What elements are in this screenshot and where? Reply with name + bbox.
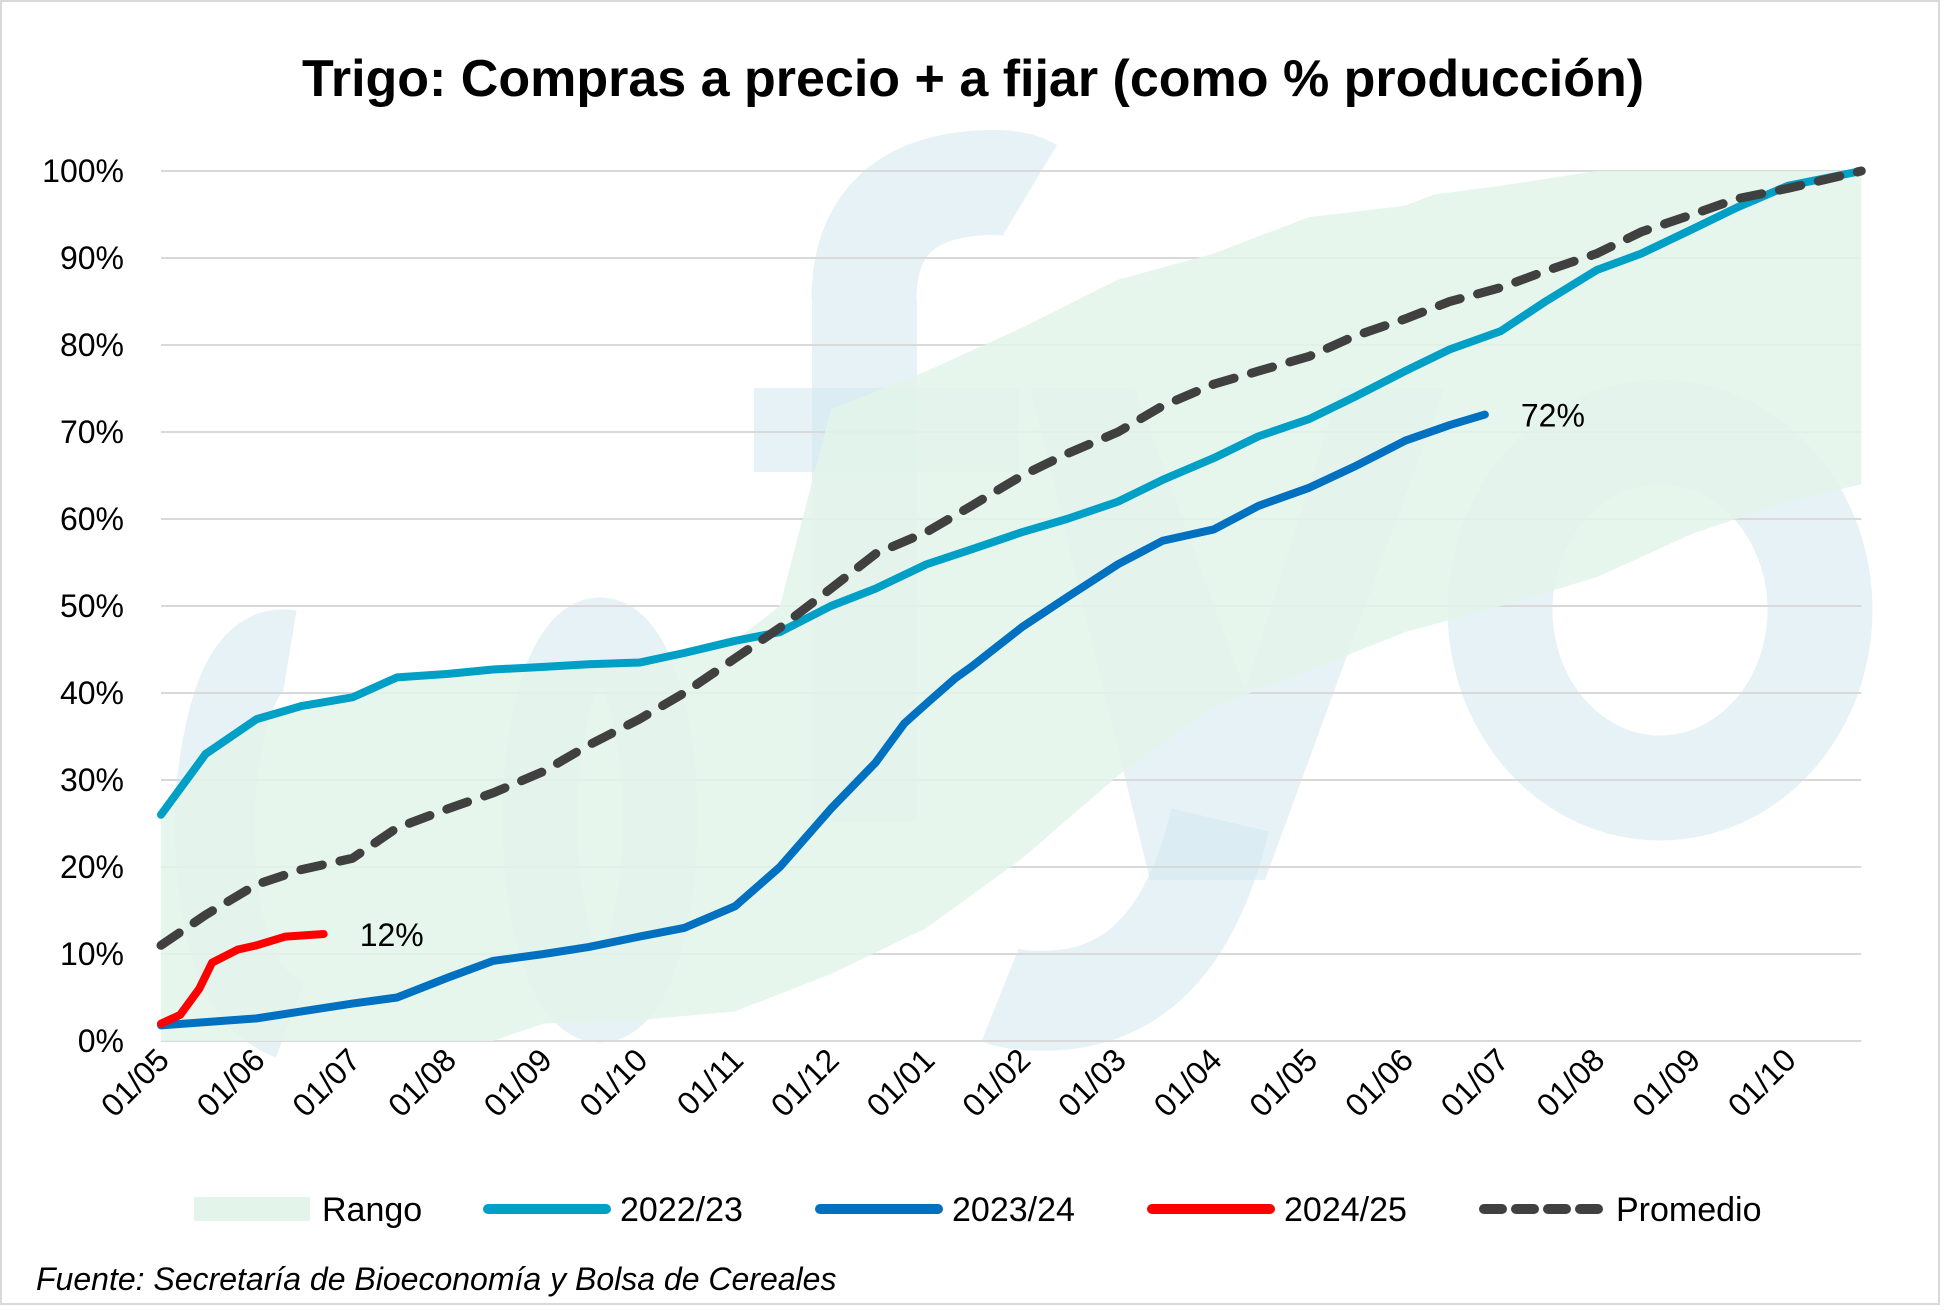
x-tick-label: 01/07	[1434, 1041, 1516, 1123]
x-tick-label: 01/03	[1051, 1041, 1133, 1123]
chart-title: Trigo: Compras a precio + a fijar (como …	[302, 50, 1644, 108]
y-tick-label: 0%	[78, 1023, 124, 1059]
y-tick-label: 90%	[60, 240, 124, 276]
x-tick-label: 01/05	[1242, 1041, 1324, 1123]
x-tick-label: 01/09	[477, 1041, 559, 1123]
range-band	[161, 171, 1862, 1041]
x-tick-label: 01/12	[764, 1041, 846, 1123]
series-line-2023-24	[157, 410, 1489, 1030]
x-tick-label: 01/02	[955, 1041, 1037, 1123]
legend-swatch-rango	[194, 1197, 310, 1221]
x-tick-label: 01/07	[285, 1041, 367, 1123]
y-tick-label: 30%	[60, 762, 124, 798]
x-axis-ticks: 01/05 01/06 01/07 01/08 01/09 01/10 01/11 01/12…	[94, 1041, 1803, 1123]
x-tick-label: 01/06	[190, 1041, 272, 1123]
source-note: Fuente: Secretaría de Bioeconomía y Bols…	[36, 1261, 836, 1297]
x-tick-label: 01/01	[859, 1041, 941, 1123]
y-tick-label: 40%	[60, 675, 124, 711]
x-tick-label: 01/10	[1721, 1041, 1803, 1123]
series-line-promedio	[156, 166, 1866, 950]
series-line-2024-25	[157, 929, 328, 1028]
y-tick-label: 20%	[60, 849, 124, 885]
legend-label: 2024/25	[1284, 1191, 1407, 1229]
data-label: 12%	[360, 917, 424, 953]
legend-label: Promedio	[1616, 1191, 1762, 1229]
x-tick-label: 01/09	[1625, 1041, 1707, 1123]
series-line-2022-23	[157, 167, 1866, 819]
y-tick-label: 100%	[42, 153, 124, 189]
x-tick-label: 01/06	[1338, 1041, 1420, 1123]
legend: Rango 2022/23 2023/24 2024/25 Promedio	[194, 1191, 1762, 1229]
x-tick-label: 01/04	[1147, 1041, 1229, 1123]
x-tick-label: 01/11	[670, 1041, 750, 1121]
legend-label: Rango	[322, 1191, 422, 1229]
y-tick-label: 50%	[60, 588, 124, 624]
x-tick-label: 01/08	[381, 1041, 463, 1123]
data-label: 72%	[1521, 398, 1585, 434]
y-tick-label: 60%	[60, 501, 124, 537]
series-lines	[156, 166, 1866, 1030]
x-tick-label: 01/08	[1529, 1041, 1611, 1123]
y-tick-label: 70%	[60, 414, 124, 450]
data-labels: 72% 12%	[360, 398, 1585, 953]
y-tick-label: 80%	[60, 327, 124, 363]
y-tick-label: 10%	[60, 936, 124, 972]
y-axis-ticks: 0% 10% 20% 30% 40% 50% 60% 70% 80% 90% 100%	[42, 153, 124, 1059]
x-tick-label: 01/10	[572, 1041, 654, 1123]
legend-label: 2023/24	[952, 1191, 1075, 1229]
legend-label: 2022/23	[620, 1191, 743, 1229]
